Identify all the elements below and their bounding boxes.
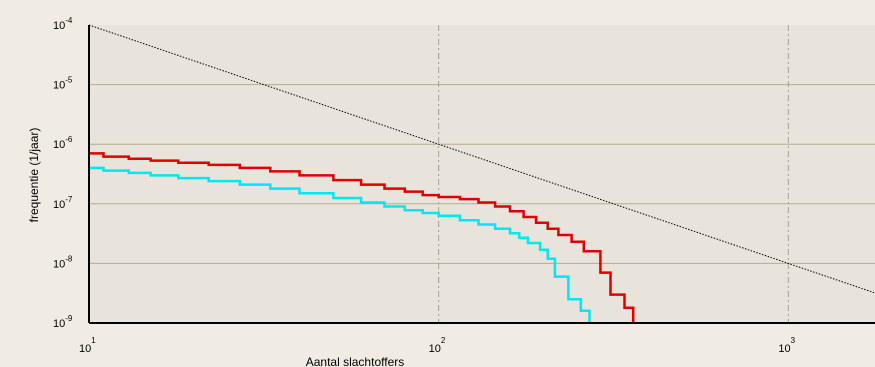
data-series bbox=[88, 24, 875, 323]
x-tick-label: 101 bbox=[79, 336, 96, 355]
series-line-0 bbox=[89, 152, 635, 323]
grid-lines bbox=[89, 25, 875, 323]
y-tick-label: 10-8 bbox=[53, 254, 73, 270]
x-tick-labels: 101102103104 bbox=[79, 336, 796, 355]
y-tick-label: 10-4 bbox=[53, 16, 73, 32]
series-line-1 bbox=[89, 166, 591, 323]
y-tick-label: 10-6 bbox=[53, 135, 73, 151]
y-tick-label: 10-5 bbox=[53, 76, 73, 92]
y-tick-label: 10-7 bbox=[53, 195, 73, 211]
y-tick-label: 10-9 bbox=[53, 314, 73, 330]
y-tick-labels: 10-4 10-5 10-6 10-7 10-8 10-9 bbox=[53, 16, 73, 330]
x-axis-label: Aantal slachtoffers bbox=[306, 355, 405, 367]
x-tick-label: 103 bbox=[778, 336, 795, 355]
axes bbox=[88, 25, 875, 324]
x-tick-label: 102 bbox=[429, 336, 446, 355]
plot-area bbox=[89, 25, 875, 323]
y-axis-label: frequentie (1/jaar) bbox=[27, 128, 41, 223]
norm-line bbox=[88, 24, 875, 294]
